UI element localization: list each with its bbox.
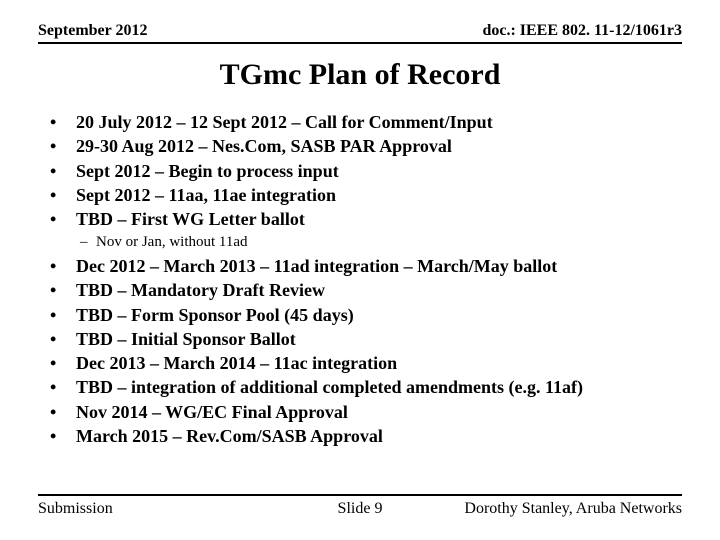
list-item: Sept 2012 – Begin to process input bbox=[50, 159, 682, 183]
list-item: 29-30 Aug 2012 – Nes.Com, SASB PAR Appro… bbox=[50, 134, 682, 158]
sub-note: Nov or Jan, without 11ad bbox=[38, 231, 682, 254]
header-docref: doc.: IEEE 802. 11-12/1061r3 bbox=[482, 22, 682, 40]
list-item: TBD – integration of additional complete… bbox=[50, 375, 682, 399]
footer-left: Submission bbox=[38, 500, 113, 518]
list-item: TBD – Mandatory Draft Review bbox=[50, 278, 682, 302]
list-item: 20 July 2012 – 12 Sept 2012 – Call for C… bbox=[50, 110, 682, 134]
list-item: Dec 2013 – March 2014 – 11ac integration bbox=[50, 351, 682, 375]
header-row: September 2012 doc.: IEEE 802. 11-12/106… bbox=[38, 22, 682, 44]
list-item: Dec 2012 – March 2013 – 11ad integration… bbox=[50, 254, 682, 278]
list-item: March 2015 – Rev.Com/SASB Approval bbox=[50, 424, 682, 448]
footer-divider bbox=[38, 494, 682, 496]
footer: Submission Slide 9 Dorothy Stanley, Arub… bbox=[38, 494, 682, 518]
list-item: Sept 2012 – 11aa, 11ae integration bbox=[50, 183, 682, 207]
list-item: Nov 2014 – WG/EC Final Approval bbox=[50, 400, 682, 424]
footer-author: Dorothy Stanley, Aruba Networks bbox=[464, 500, 682, 518]
bullet-list-top: 20 July 2012 – 12 Sept 2012 – Call for C… bbox=[38, 110, 682, 231]
list-item: TBD – Initial Sponsor Ballot bbox=[50, 327, 682, 351]
header-date: September 2012 bbox=[38, 22, 147, 40]
list-item: TBD – First WG Letter ballot bbox=[50, 207, 682, 231]
bullet-list-bottom: Dec 2012 – March 2013 – 11ad integration… bbox=[38, 254, 682, 448]
page-title: TGmc Plan of Record bbox=[38, 58, 682, 92]
list-item: TBD – Form Sponsor Pool (45 days) bbox=[50, 303, 682, 327]
footer-slide-number: Slide 9 bbox=[338, 500, 383, 518]
